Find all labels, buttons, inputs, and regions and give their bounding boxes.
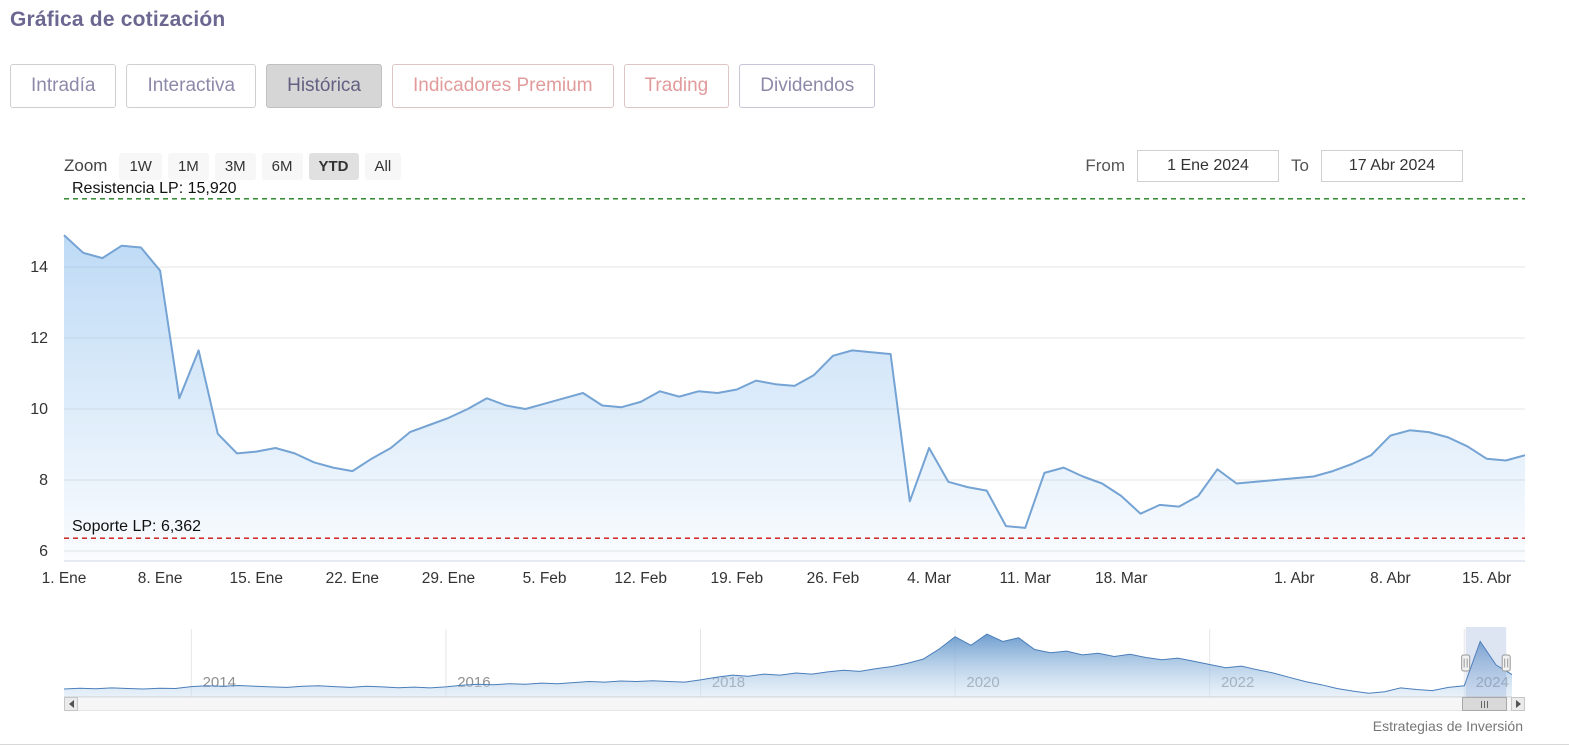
- x-axis-label: 11. Mar: [999, 570, 1050, 587]
- zoom-6m-button[interactable]: 6M: [261, 152, 303, 180]
- nav-selection-mask: [1465, 627, 1507, 697]
- y-axis-label: 8: [39, 472, 48, 489]
- tab-historica[interactable]: Histórica: [266, 64, 382, 108]
- scrollbar-left-button[interactable]: [64, 697, 78, 711]
- left-arrow-icon: [68, 700, 74, 708]
- to-label: To: [1291, 156, 1309, 175]
- thumb-grip-icon: [1481, 700, 1482, 708]
- x-axis-label: 19. Feb: [711, 570, 764, 587]
- zoom-1m-button[interactable]: 1M: [167, 152, 209, 180]
- price-area-fill: [64, 235, 1525, 560]
- date-range-group: From 1 Ene 2024 To 17 Abr 2024: [1085, 150, 1463, 182]
- x-axis-label: 29. Ene: [422, 570, 475, 587]
- page-title: Gráfica de cotización: [10, 8, 226, 31]
- tab-indicadores-premium[interactable]: Indicadores Premium: [392, 64, 614, 108]
- x-axis-label: 22. Ene: [326, 570, 379, 587]
- x-axis-label: 5. Feb: [523, 570, 567, 587]
- chart-type-tabs: Intradía Interactiva Histórica Indicador…: [10, 64, 876, 108]
- x-axis-label: 18. Mar: [1095, 570, 1148, 587]
- y-axis-label: 10: [30, 401, 48, 418]
- x-axis-label: 15. Ene: [230, 570, 283, 587]
- nav-area-fill: [64, 634, 1512, 697]
- zoom-all-button[interactable]: All: [364, 152, 402, 180]
- tab-interactiva[interactable]: Interactiva: [126, 64, 257, 108]
- x-axis-label: 8. Ene: [138, 570, 183, 587]
- credit-text: Estrategias de Inversión: [1372, 718, 1523, 734]
- zoom-label: Zoom: [64, 156, 108, 175]
- zoom-3m-button[interactable]: 3M: [214, 152, 256, 180]
- tab-dividendos[interactable]: Dividendos: [739, 64, 876, 108]
- y-axis-label: 14: [30, 259, 48, 276]
- range-selector-toolbar: Zoom 1W 1M 3M 6M YTD All From 1 Ene 2024…: [64, 150, 1463, 182]
- x-axis-label: 26. Feb: [807, 570, 860, 587]
- price-line-series[interactable]: [63, 234, 1526, 529]
- scrollbar-right-button[interactable]: [1511, 697, 1525, 711]
- y-axis-label: 6: [39, 543, 48, 560]
- tab-trading[interactable]: Trading: [623, 64, 730, 108]
- main-price-chart[interactable]: 6 8 10 12 14 1. Ene 8. Ene 15. Ene 22. Ene 29. En…: [0, 175, 1569, 620]
- x-axis-label: 1. Abr: [1274, 570, 1315, 587]
- to-date-input[interactable]: 17 Abr 2024: [1321, 150, 1463, 182]
- nav-handle-right[interactable]: [1501, 654, 1511, 672]
- nav-line-series: [63, 633, 1513, 694]
- tab-intradia[interactable]: Intradía: [10, 64, 117, 108]
- resistance-label: Resistencia LP: 15,920: [72, 180, 237, 197]
- navigator-chart[interactable]: 201420162018202020222024: [0, 625, 1569, 700]
- x-axis-label: 4. Mar: [907, 570, 951, 587]
- zoom-ytd-button[interactable]: YTD: [308, 152, 359, 180]
- right-arrow-icon: [1515, 700, 1521, 708]
- x-axis-label: 12. Feb: [614, 570, 667, 587]
- support-label: Soporte LP: 6,362: [72, 518, 201, 535]
- x-axis-label: 15. Abr: [1462, 570, 1511, 587]
- from-date-input[interactable]: 1 Ene 2024: [1137, 150, 1280, 182]
- thumb-grip-icon: [1484, 700, 1485, 708]
- zoom-1w-button[interactable]: 1W: [119, 152, 162, 180]
- x-axis-label: 1. Ene: [42, 570, 87, 587]
- nav-handle-left[interactable]: [1461, 654, 1471, 672]
- scrollbar-thumb[interactable]: [1462, 697, 1507, 711]
- scrollbar-track[interactable]: [78, 697, 1511, 711]
- from-label: From: [1085, 156, 1126, 175]
- x-axis-label: 8. Abr: [1370, 570, 1411, 587]
- thumb-grip-icon: [1487, 700, 1488, 708]
- y-axis-label: 12: [30, 330, 48, 347]
